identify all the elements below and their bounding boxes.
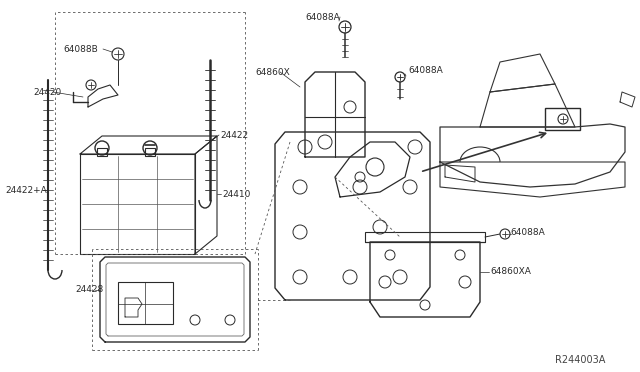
- Text: 64860X: 64860X: [255, 67, 290, 77]
- Text: 64088A: 64088A: [408, 65, 443, 74]
- Text: 24410: 24410: [222, 189, 250, 199]
- Text: 64088A: 64088A: [305, 13, 340, 22]
- Text: R244003A: R244003A: [555, 355, 605, 365]
- Bar: [118, 282, 173, 324]
- Bar: [365, 232, 485, 242]
- Text: 24422+A: 24422+A: [5, 186, 47, 195]
- Text: 24428: 24428: [75, 285, 103, 295]
- Bar: [97, 148, 107, 156]
- Text: 24422: 24422: [220, 131, 248, 140]
- Text: 64088A: 64088A: [510, 228, 545, 237]
- Bar: [145, 148, 155, 156]
- Text: 64088B: 64088B: [63, 45, 98, 54]
- Bar: [545, 108, 580, 130]
- Text: 64860XA: 64860XA: [490, 267, 531, 276]
- Text: 24420: 24420: [33, 87, 61, 96]
